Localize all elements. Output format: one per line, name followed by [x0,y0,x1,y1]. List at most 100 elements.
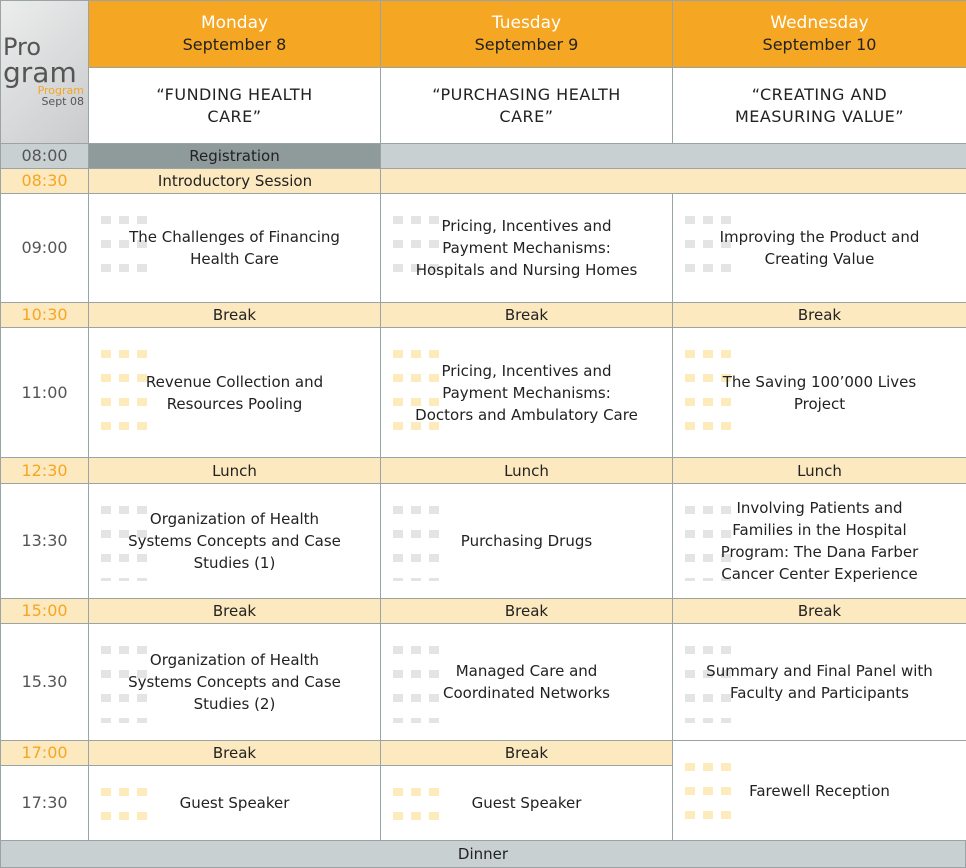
text: Involving Patients and Families in the H… [720,499,919,583]
session: Organization of Health Systems Concepts … [88,483,381,599]
slot-break: Break [380,740,673,766]
text: Farewell Reception [749,781,890,800]
text: 08:00 [21,146,68,165]
text: Pricing, Incentives and Payment Mechanis… [415,361,638,424]
text: 12:30 [21,460,68,480]
text: Lunch [797,461,842,480]
text: Improving the Product and Creating Value [719,228,920,268]
text: Lunch [212,461,257,480]
time: 11:00 [0,327,89,458]
text: Monday [200,13,269,33]
day-theme: “FUNDING HEALTH CARE” [88,67,381,144]
text: September 10 [762,35,877,54]
day-header: Wednesday September 10 [672,0,966,68]
text: Purchasing Drugs [460,532,593,550]
time: 12:30 [0,457,89,484]
session: Summary and Final Panel with Faculty and… [672,623,966,741]
text: 08:30 [21,171,68,190]
time: 17:00 [0,740,89,766]
text: Pricing, Incentives and Payment Mechanis… [415,217,638,279]
session: The Challenges of Financing Health Care [88,193,381,303]
slot-break: Break [672,302,966,328]
slot-break: Introductory Session [88,168,381,194]
text: Break [797,602,842,620]
session: Pricing, Incentives and Payment Mechanis… [380,193,673,303]
text: Break [212,306,257,324]
logo-sub: Program [37,84,84,97]
text: 09:00 [21,238,68,257]
text: Revenue Collection and Resources Pooling [145,372,324,413]
text: The Saving 100’000 Lives Project [722,372,917,413]
text: 17:00 [21,743,68,762]
slot-break: Break [88,302,381,328]
time: 13:30 [0,483,89,599]
text: Managed Care and Coordinated Networks [443,662,610,702]
text: Registration [189,147,280,165]
logo: Pro gram Program Sept 08 [0,0,89,144]
text: Organization of Health Systems Concepts … [128,510,341,572]
text: Guest Speaker [471,794,582,812]
time: 08:30 [0,168,89,194]
slot-break: Break [88,740,381,766]
slot-break: Registration [88,143,381,169]
text: Dinner [457,845,509,863]
text: September 8 [182,35,287,54]
logo-text: gram [3,56,77,89]
text: Introductory Session [157,172,313,190]
session: Involving Patients and Families in the H… [672,483,966,599]
session: Revenue Collection and Resources Pooling [88,327,381,458]
time: 17:30 [0,765,89,841]
session: Farewell Reception [672,740,966,841]
session: The Saving 100’000 Lives Project [672,327,966,458]
text: Lunch [504,461,549,480]
empty [380,143,966,169]
time: 15:00 [0,598,89,624]
logo-text: Pro [3,33,42,61]
slot-break: Lunch [88,457,381,484]
slot-break: Lunch [380,457,673,484]
text: Break [504,602,549,620]
session: Improving the Product and Creating Value [672,193,966,303]
session: Organization of Health Systems Concepts … [88,623,381,741]
text: “PURCHASING HEALTH CARE” [432,84,621,126]
day-theme: “CREATING AND MEASURING VALUE” [672,67,966,144]
text: Break [504,744,549,762]
text: September 9 [474,35,579,54]
text: “CREATING AND MEASURING VALUE” [734,84,905,126]
slot-break: Break [380,598,673,624]
text: Break [212,744,257,762]
text: Tuesday [491,13,562,33]
slot-break: Break [672,598,966,624]
text: The Challenges of Financing Health Care [129,228,340,268]
logo-sub: Sept 08 [41,95,84,108]
dinner: Dinner [0,840,966,868]
session: Purchasing Drugs [380,483,673,599]
text: 15:00 [21,601,68,620]
text: Wednesday [770,13,869,33]
session: Managed Care and Coordinated Networks [380,623,673,741]
text: Break [504,306,549,324]
text: 13:30 [21,531,68,550]
slot-break: Break [88,598,381,624]
time: 15.30 [0,623,89,741]
empty [380,168,966,194]
day-header: Monday September 8 [88,0,381,68]
text: Organization of Health Systems Concepts … [128,651,341,713]
slot-break: Lunch [672,457,966,484]
text: 15.30 [21,672,68,691]
text: Break [797,306,842,324]
text: “FUNDING HEALTH CARE” [156,84,313,126]
text: Guest Speaker [179,794,290,812]
text: 10:30 [21,305,68,324]
session: Guest Speaker [380,765,673,841]
time: 10:30 [0,302,89,328]
text: Break [212,602,257,620]
text: Summary and Final Panel with Faculty and… [706,662,933,702]
slot-break: Break [380,302,673,328]
time: 08:00 [0,143,89,169]
day-header: Tuesday September 9 [380,0,673,68]
session: Pricing, Incentives and Payment Mechanis… [380,327,673,458]
time: 09:00 [0,193,89,303]
day-theme: “PURCHASING HEALTH CARE” [380,67,673,144]
